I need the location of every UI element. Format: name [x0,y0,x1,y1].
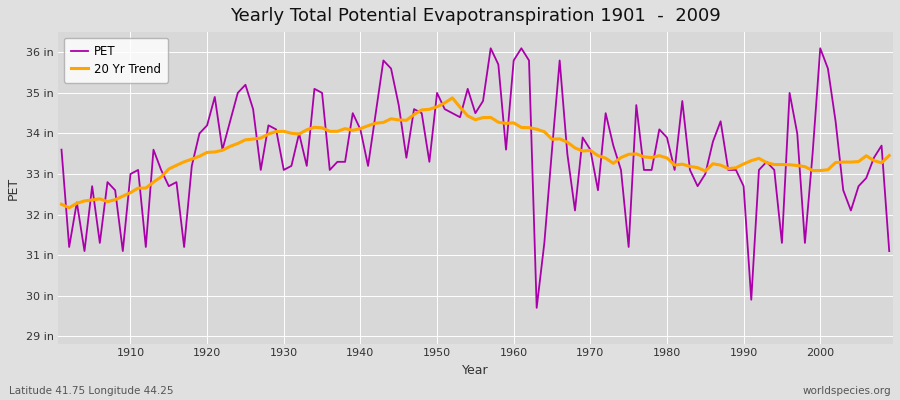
20 Yr Trend [524,125,535,130]
PET [332,160,343,164]
Y-axis label: PET: PET [7,177,20,200]
20 Yr Trend [447,96,458,100]
Text: Latitude 41.75 Longitude 44.25: Latitude 41.75 Longitude 44.25 [9,386,174,396]
20 Yr Trend [64,205,75,210]
Line: PET: PET [61,48,889,308]
20 Yr Trend [616,155,626,160]
20 Yr Trend [884,153,895,158]
PET [516,46,526,51]
X-axis label: Year: Year [462,364,489,377]
PET [117,249,128,254]
20 Yr Trend [125,190,136,195]
Legend: PET, 20 Yr Trend: PET, 20 Yr Trend [64,38,168,83]
Title: Yearly Total Potential Evapotranspiration 1901  -  2009: Yearly Total Potential Evapotranspiratio… [230,7,721,25]
Line: 20 Yr Trend: 20 Yr Trend [61,98,889,208]
20 Yr Trend [516,125,526,130]
20 Yr Trend [339,126,350,131]
20 Yr Trend [293,132,304,136]
PET [286,164,297,168]
PET [56,147,67,152]
PET [508,58,519,63]
PET [531,306,542,310]
20 Yr Trend [56,202,67,207]
PET [884,249,895,254]
PET [616,168,626,172]
PET [485,46,496,51]
Text: worldspecies.org: worldspecies.org [803,386,891,396]
